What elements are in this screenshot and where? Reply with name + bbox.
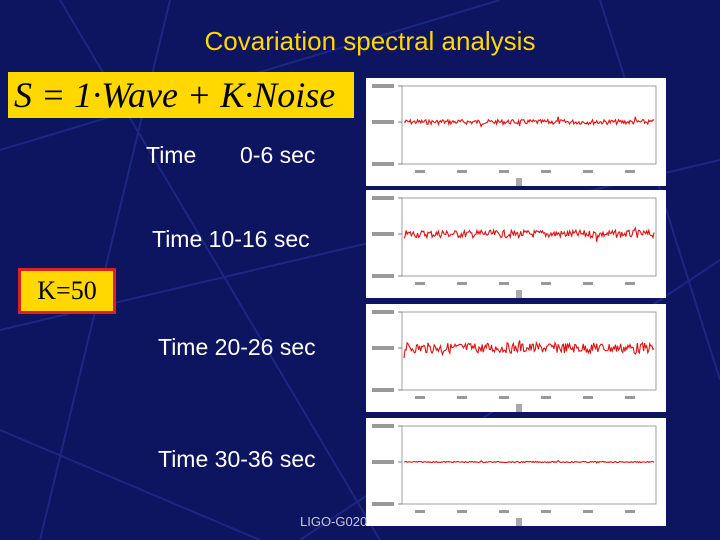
x-tick-mark [541, 510, 551, 513]
x-tick-mark [457, 282, 467, 285]
x-tick-mark [499, 282, 509, 285]
x-axis-label-mark [516, 518, 522, 526]
signal-trace [403, 459, 655, 464]
segment-4-label: Time 30-36 sec [158, 446, 316, 472]
plot-frame [401, 425, 657, 505]
signal-plot-2 [366, 190, 666, 298]
formula-text: S = 1·Wave + K·Noise [14, 75, 336, 115]
y-tick-mark [372, 120, 394, 124]
x-tick-mark [583, 282, 593, 285]
signal-plot-3 [366, 304, 666, 412]
x-tick-mark [415, 396, 425, 399]
slide-title: Covariation spectral analysis [204, 26, 536, 56]
y-tick-mark [372, 346, 394, 350]
segment-1-range: 0-6 sec [240, 142, 316, 168]
x-tick-mark [499, 170, 509, 173]
x-tick-mark [625, 170, 635, 173]
plot-4-canvas [372, 424, 657, 526]
y-tick-mark [372, 232, 394, 236]
x-tick-mark [625, 282, 635, 285]
x-tick-mark [499, 510, 509, 513]
signal-trace [403, 226, 655, 242]
y-tick-mark [372, 84, 394, 88]
y-tick-mark [372, 460, 394, 464]
signal-plot-4 [366, 418, 666, 526]
x-tick-mark [457, 510, 467, 513]
x-tick-mark [583, 510, 593, 513]
y-tick-mark [372, 424, 394, 428]
x-tick-mark [415, 170, 425, 173]
x-axis-label-mark [516, 404, 522, 412]
plot-2-canvas [372, 196, 657, 298]
signal-trace [403, 116, 655, 128]
y-tick-mark [372, 310, 394, 314]
y-tick-mark [372, 274, 394, 278]
x-tick-mark [541, 282, 551, 285]
y-tick-mark [372, 502, 394, 506]
k-value-box: K=50 [18, 268, 116, 314]
x-tick-mark [583, 396, 593, 399]
plot-3-canvas [372, 310, 657, 412]
x-tick-mark [415, 510, 425, 513]
signal-trace [403, 340, 655, 359]
x-tick-mark [541, 170, 551, 173]
plot-frame [401, 197, 657, 277]
footer-label: LIGO-G020 [300, 514, 368, 529]
y-tick-mark [372, 196, 394, 200]
x-tick-mark [415, 282, 425, 285]
formula-box: S = 1·Wave + K·Noise [8, 72, 354, 118]
k-value-label: K=50 [37, 276, 97, 305]
x-tick-mark [625, 396, 635, 399]
x-axis-label-mark [516, 178, 522, 186]
plot-frame [401, 311, 657, 391]
segment-2-label: Time 10-16 sec [152, 226, 310, 252]
segment-1-word: Time [146, 142, 197, 168]
y-tick-mark [372, 388, 394, 392]
x-tick-mark [499, 396, 509, 399]
y-tick-mark [372, 162, 394, 166]
x-axis-label-mark [516, 290, 522, 298]
x-tick-mark [457, 170, 467, 173]
x-tick-mark [625, 510, 635, 513]
signal-plot-1 [366, 78, 666, 186]
x-tick-mark [583, 170, 593, 173]
plot-frame [401, 85, 657, 165]
plot-1-canvas [372, 84, 657, 186]
x-tick-mark [541, 396, 551, 399]
segment-3-label: Time 20-26 sec [158, 334, 316, 360]
x-tick-mark [457, 396, 467, 399]
